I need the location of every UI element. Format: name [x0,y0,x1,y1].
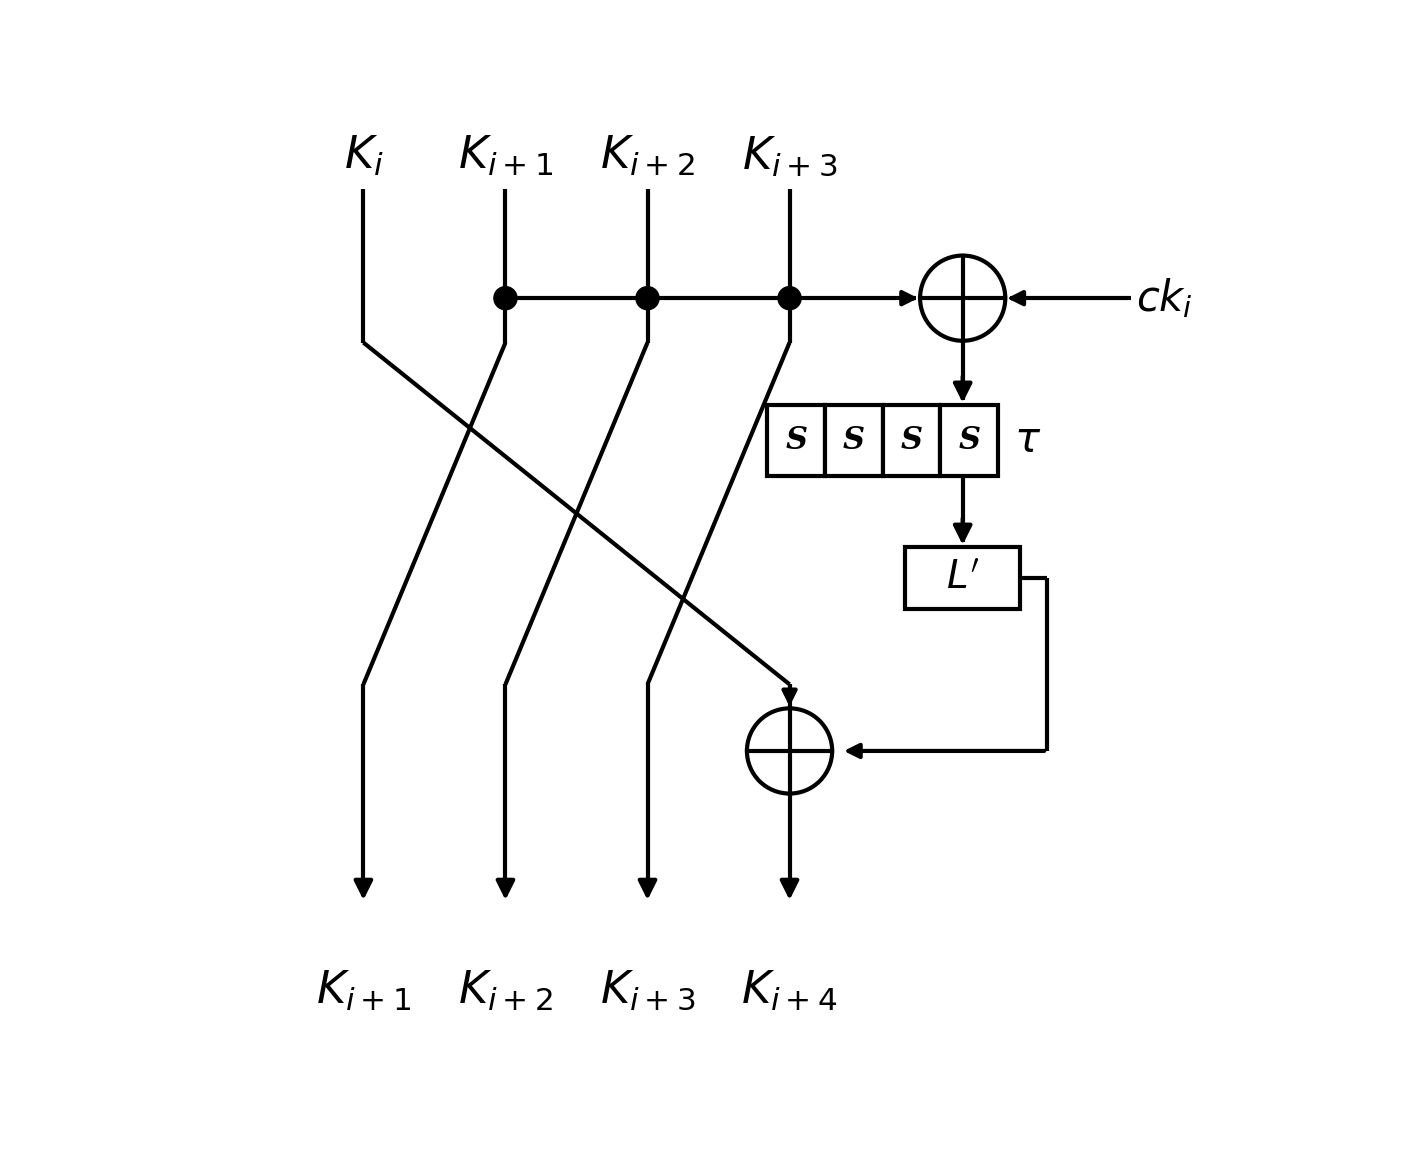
Text: S: S [843,424,865,455]
Text: $K_{i+1}$: $K_{i+1}$ [315,969,411,1012]
Circle shape [637,287,659,310]
Text: $\tau$: $\tau$ [1014,420,1042,461]
Text: S: S [900,424,923,455]
Bar [767,405,824,476]
Text: $K_{i+3}$: $K_{i+3}$ [742,135,837,179]
Bar [904,547,1021,609]
Text: $K_{i+2}$: $K_{i+2}$ [458,969,552,1012]
Circle shape [494,287,517,310]
Text: S: S [785,424,808,455]
Text: S: S [959,424,980,455]
Text: $ck_i$: $ck_i$ [1136,277,1193,321]
Bar [941,405,998,476]
Text: $K_{i+2}$: $K_{i+2}$ [600,134,695,179]
Text: $K_{i+3}$: $K_{i+3}$ [600,969,695,1012]
Bar [883,405,941,476]
Text: $L'$: $L'$ [946,559,980,597]
Text: $K_i$: $K_i$ [343,134,383,179]
Bar [824,405,883,476]
Circle shape [778,287,801,310]
Text: $K_{i+4}$: $K_{i+4}$ [742,969,837,1012]
Text: $K_{i+1}$: $K_{i+1}$ [458,134,552,179]
